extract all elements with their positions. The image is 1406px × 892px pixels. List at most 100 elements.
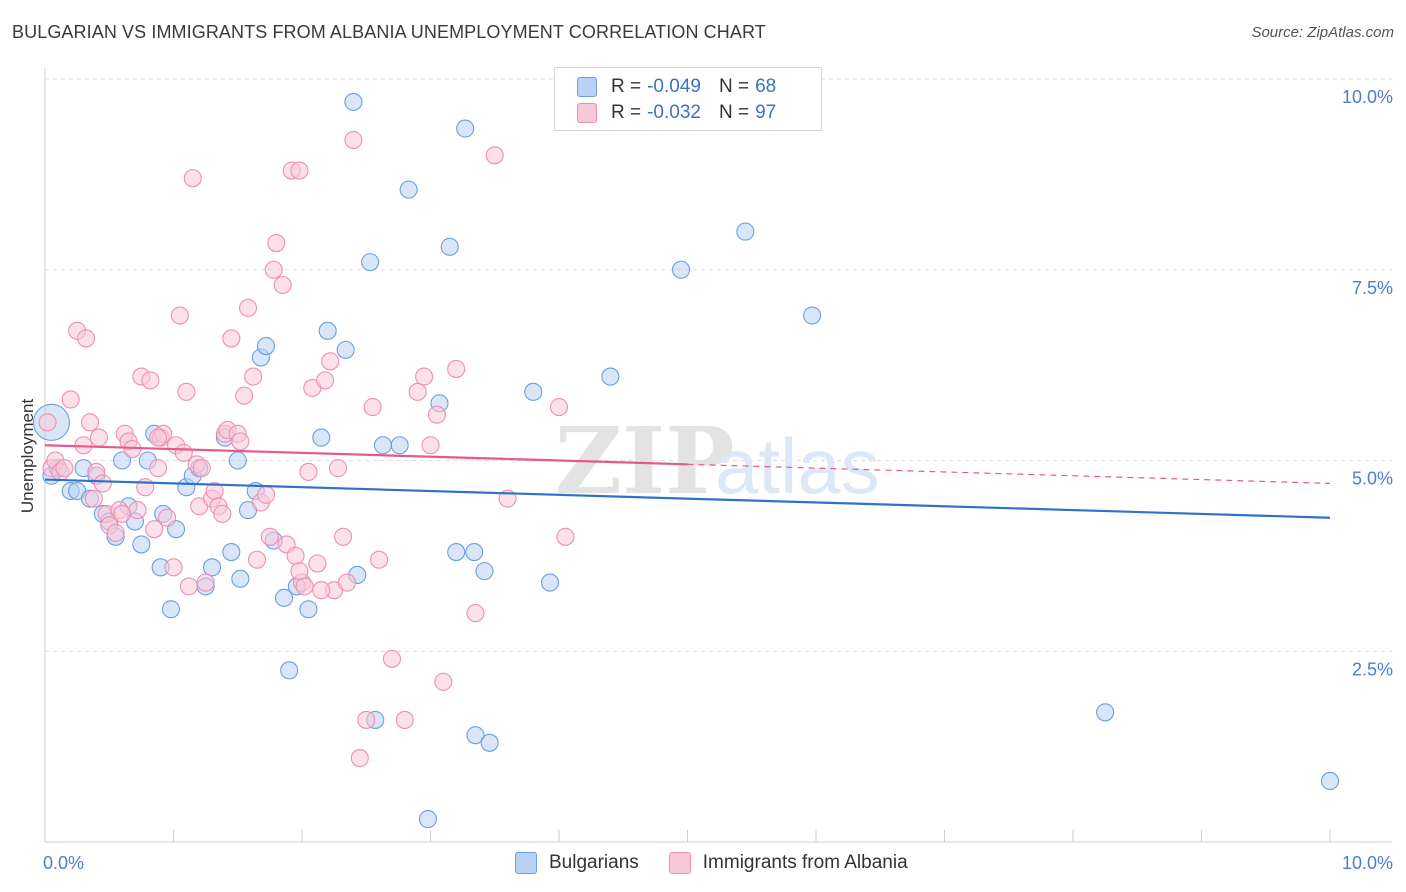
bulgarian-point <box>113 451 132 470</box>
albania-point <box>556 527 575 546</box>
albania-point <box>164 558 183 577</box>
x-tick-label-min: 0.0% <box>43 853 84 873</box>
bulgarian-trend-line <box>44 478 1331 519</box>
bulgarian-point <box>540 573 560 592</box>
bulgarian-point <box>1320 771 1340 791</box>
albania-point <box>273 275 292 295</box>
bulgarian-point <box>480 733 499 752</box>
albania-point <box>145 520 164 539</box>
albania-point <box>141 371 160 390</box>
albania-point <box>264 260 283 279</box>
albania-point <box>106 523 125 543</box>
albania-point <box>93 474 112 493</box>
albania-trend-line-extension <box>687 463 1331 484</box>
legend-row-albania: R = -0.032 N = 97 <box>577 101 776 125</box>
albania-trend-line <box>44 444 688 466</box>
legend-label-albania: Immigrants from Albania <box>702 852 908 873</box>
bulgarian-point <box>132 535 151 554</box>
axes <box>44 68 1392 843</box>
albania-point <box>61 390 80 409</box>
bulgarian-point <box>280 661 299 680</box>
albania-point <box>316 371 335 390</box>
albania-point <box>179 577 198 596</box>
bulgarian-point <box>465 543 484 562</box>
albania-point <box>312 581 331 600</box>
legend-swatch-albania <box>668 852 691 874</box>
trend-lines <box>44 444 1331 519</box>
albania-point <box>192 459 211 478</box>
albania-point <box>299 462 318 481</box>
bulgarian-point <box>390 436 409 455</box>
albania-point <box>196 573 215 592</box>
legend-row-bulgarians: R = -0.049 N = 68 <box>577 75 776 99</box>
y-tick-label: 7.5% <box>1352 278 1393 298</box>
albania-point <box>334 527 353 546</box>
bulgarian-point <box>456 119 475 138</box>
legend-label-bulgarians: Bulgarians <box>549 852 639 873</box>
watermark-atlas: atlas <box>715 422 880 510</box>
y-tick-label: 5.0% <box>1352 469 1393 489</box>
albania-point <box>415 367 434 386</box>
albania-point <box>549 398 569 417</box>
albania-point <box>295 577 314 596</box>
bulgarian-point <box>228 451 247 470</box>
albania-point <box>238 298 258 317</box>
albania-point <box>286 546 305 565</box>
legend-r-label: R = <box>611 76 642 97</box>
legend-n-label: N = <box>718 76 750 97</box>
bulgarian-point <box>373 436 393 455</box>
albania-point <box>344 130 363 150</box>
albania-point <box>183 169 202 188</box>
bulgarian-point <box>336 340 355 359</box>
legend-n-label: N = <box>718 102 750 123</box>
albania-point <box>357 710 376 729</box>
albania-point <box>321 352 340 371</box>
bulgarian-point <box>1096 703 1115 722</box>
bulgarian-point <box>475 562 494 581</box>
albania-point <box>170 306 189 325</box>
albania-point <box>290 562 309 581</box>
albania-point <box>382 649 402 668</box>
albania-point <box>308 554 327 573</box>
albania-point <box>231 432 250 451</box>
albania-point <box>427 405 446 424</box>
legend-swatch-bulgarians <box>577 77 597 97</box>
legend-n-value-bulgarians: 68 <box>755 76 777 97</box>
albania-point <box>363 398 382 417</box>
legend-n-value-albania: 97 <box>755 102 777 123</box>
gridlines <box>45 78 1392 652</box>
albania-point <box>267 233 286 253</box>
chart-source: Source: ZipAtlas.com <box>1251 24 1394 41</box>
albania-point <box>244 367 263 386</box>
legend-item-bulgarians[interactable]: Bulgarians <box>515 852 639 874</box>
legend-swatch-bulgarians <box>515 852 537 874</box>
bulgarian-point <box>361 253 380 272</box>
albania-point <box>256 485 276 504</box>
albania-point <box>149 459 168 478</box>
bulgarian-point <box>256 336 276 356</box>
albania-point <box>136 478 155 497</box>
albania-point <box>434 672 453 691</box>
albania-point <box>408 382 427 401</box>
albania-point <box>290 161 309 180</box>
legend-swatch-albania <box>577 103 597 123</box>
albania-point <box>421 436 440 455</box>
albania-point <box>213 504 232 523</box>
albania-point <box>485 146 504 165</box>
series-legend: Bulgarians Immigrants from Albania <box>515 852 938 874</box>
albania-point <box>466 604 485 623</box>
bulgarian-point <box>601 367 620 386</box>
x-tick-label-max: 10.0% <box>1342 853 1393 873</box>
albania-point <box>260 527 279 546</box>
y-tick-label: 2.5% <box>1352 659 1393 679</box>
data-points <box>32 92 1340 829</box>
legend-item-albania[interactable]: Immigrants from Albania <box>668 852 908 874</box>
bulgarian-point <box>344 92 363 111</box>
bulgarian-point <box>440 237 459 256</box>
bulgarian-point <box>312 428 331 447</box>
legend-r-label: R = <box>611 102 642 123</box>
bulgarian-point <box>161 600 180 619</box>
bulgarian-point <box>318 321 337 340</box>
